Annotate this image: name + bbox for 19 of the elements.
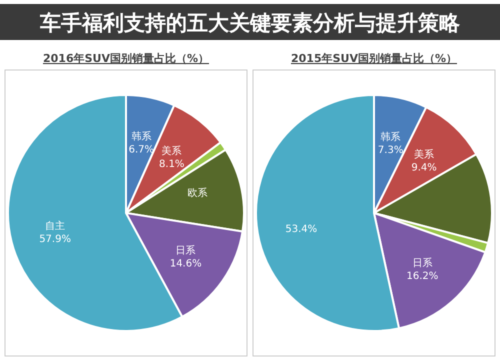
data-label: 57.9% [39,234,71,245]
slice-label: 韩系 [380,130,401,143]
slice-label: 欧系 [188,187,208,200]
slice-label: 韩系 [131,130,152,142]
slice-label: 自主 [45,220,66,232]
slice-label: 日系 [176,244,196,256]
data-label: 14.6% [170,258,202,270]
data-label: 16.2% [406,270,438,282]
chart-title: 2015年SUV国别销量占比（%） [290,52,458,65]
slice-label: 美系 [414,148,434,161]
chart-title: 2016年SUV国别销量占比（%） [42,52,210,65]
data-label: 6.7% [128,144,154,156]
slice-label: 美系 [162,144,182,157]
data-label: 8.1% [159,158,184,170]
text: 车手福利支持的五大关键要素分析与提升策略 [39,11,461,35]
data-label: 53.4% [285,224,318,235]
data-label: 9.4% [411,162,437,174]
data-label: 7.3% [378,144,404,156]
slice-label: 日系 [412,256,432,269]
